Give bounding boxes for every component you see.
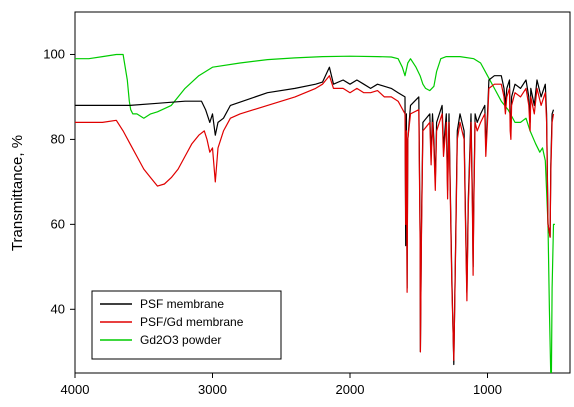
y-tick-label: 40: [51, 301, 65, 316]
series-line-2: [75, 75, 555, 361]
y-tick-label: 100: [43, 46, 65, 61]
y-axis: 40 60 80 100: [43, 46, 75, 316]
series-line-1: [75, 66, 555, 366]
series-group: [75, 53, 555, 373]
legend-label: Gd2O3 powder: [140, 333, 221, 347]
x-tick-label: 2000: [336, 382, 365, 397]
series-line-3: [75, 53, 555, 373]
x-tick-label: 4000: [61, 382, 90, 397]
legend-box: [91, 290, 282, 360]
y-tick-label: 80: [51, 131, 65, 146]
y-axis-title: Transmittance, %: [9, 135, 26, 251]
x-tick-label: 1000: [473, 382, 502, 397]
x-tick-label: 3000: [198, 382, 227, 397]
legend: PSF membrane PSF/Gd membrane Gd2O3 powder: [91, 290, 282, 360]
legend-label: PSF/Gd membrane: [140, 315, 244, 329]
x-axis: 4000 3000 2000 1000: [61, 373, 502, 397]
y-tick-label: 60: [51, 216, 65, 231]
plot-frame: [74, 11, 571, 374]
legend-label: PSF membrane: [140, 297, 224, 311]
